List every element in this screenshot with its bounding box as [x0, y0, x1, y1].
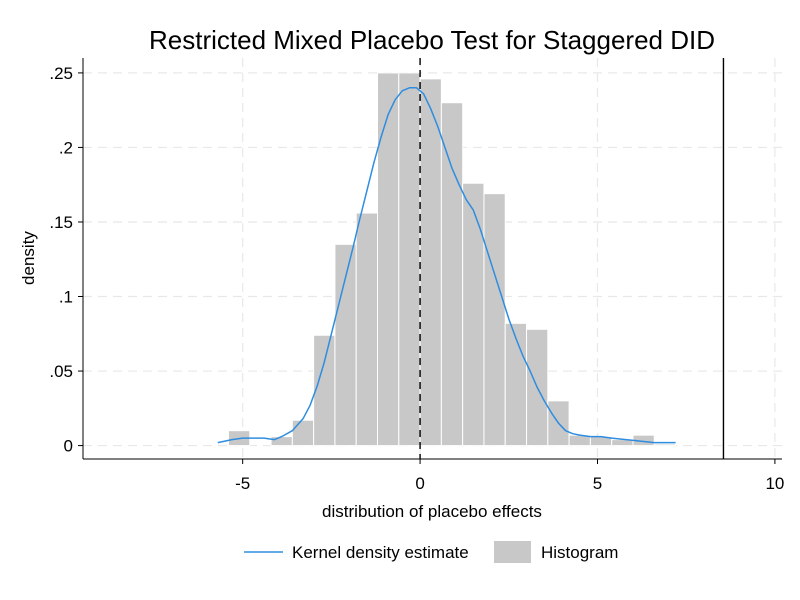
kde-line [217, 87, 676, 444]
histogram-bar [504, 322, 528, 447]
legend-histogram-label: Histogram [541, 543, 618, 562]
y-tick-label: .15 [49, 213, 73, 232]
x-tick-label: 5 [593, 474, 602, 493]
histogram-bar [313, 334, 336, 447]
y-tick-label: .1 [59, 288, 73, 307]
axes [82, 58, 782, 460]
chart-title: Restricted Mixed Placebo Test for Stagge… [149, 25, 715, 55]
histogram-bar [440, 102, 464, 447]
y-tick-label: .25 [49, 64, 73, 83]
histogram-bar [398, 72, 421, 447]
legend-kde-label: Kernel density estimate [292, 543, 469, 562]
histogram-bar [291, 419, 315, 447]
histogram-bar [419, 78, 442, 447]
y-tick-label: .2 [59, 138, 73, 157]
y-tick-label: 0 [64, 437, 73, 456]
x-tick-label: 0 [415, 474, 424, 493]
legend: Kernel density estimate Histogram [244, 541, 618, 563]
y-tick-label: .05 [49, 362, 73, 381]
histogram-bar [462, 182, 485, 447]
histogram-bars [227, 72, 677, 447]
y-axis-label: density [19, 231, 38, 285]
kde-series [217, 87, 676, 444]
histogram-bar [653, 443, 677, 447]
legend-histogram-swatch [494, 541, 531, 563]
histogram-bar [377, 72, 400, 447]
x-tick-label: 10 [765, 474, 784, 493]
histogram-bar [270, 436, 293, 447]
histogram-bar [355, 212, 379, 447]
tick-labels: 0 .05 .1 .15 .2 .25 -5 0 5 10 [49, 64, 784, 493]
x-axis-label: distribution of placebo effects [322, 502, 542, 521]
x-tick-label: -5 [235, 474, 250, 493]
reference-lines [419, 58, 725, 459]
histogram-bar [483, 193, 506, 447]
